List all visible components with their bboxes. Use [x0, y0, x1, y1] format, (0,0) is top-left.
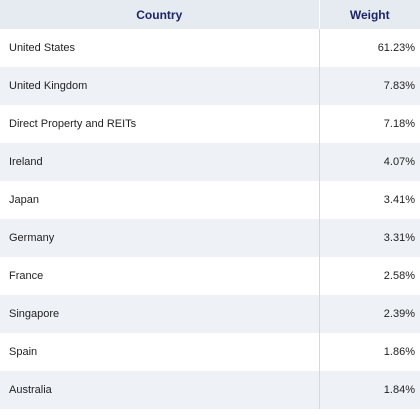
table-row: United States 61.23%: [0, 29, 420, 67]
table-row: United Kingdom 7.83%: [0, 67, 420, 105]
table-row: Ireland 4.07%: [0, 143, 420, 181]
country-cell: Spain: [0, 333, 320, 371]
table-row: Singapore 2.39%: [0, 295, 420, 333]
country-cell: Ireland: [0, 143, 320, 181]
weight-cell: 4.07%: [319, 143, 420, 181]
country-cell: Germany: [0, 219, 320, 257]
table-body: United States 61.23% United Kingdom 7.83…: [0, 29, 420, 409]
country-column-header[interactable]: Country: [0, 0, 320, 29]
table-row: Spain 1.86%: [0, 333, 420, 371]
country-cell: France: [0, 257, 320, 295]
weight-cell: 61.23%: [319, 29, 420, 67]
table-row: Japan 3.41%: [0, 181, 420, 219]
weight-cell: 2.58%: [319, 257, 420, 295]
table-row: Australia 1.84%: [0, 371, 420, 409]
country-cell: Singapore: [0, 295, 320, 333]
table-row: Germany 3.31%: [0, 219, 420, 257]
weight-column-header[interactable]: Weight: [319, 0, 420, 29]
table-header: Country Weight: [0, 0, 420, 29]
table-row: France 2.58%: [0, 257, 420, 295]
weight-cell: 7.83%: [319, 67, 420, 105]
weight-cell: 3.31%: [319, 219, 420, 257]
weight-cell: 3.41%: [319, 181, 420, 219]
header-row: Country Weight: [0, 0, 420, 29]
table-row: Direct Property and REITs 7.18%: [0, 105, 420, 143]
weight-cell: 2.39%: [319, 295, 420, 333]
weight-cell: 1.86%: [319, 333, 420, 371]
country-cell: Japan: [0, 181, 320, 219]
weight-cell: 1.84%: [319, 371, 420, 409]
country-cell: United States: [0, 29, 320, 67]
country-cell: Direct Property and REITs: [0, 105, 320, 143]
weight-cell: 7.18%: [319, 105, 420, 143]
country-cell: United Kingdom: [0, 67, 320, 105]
country-cell: Australia: [0, 371, 320, 409]
